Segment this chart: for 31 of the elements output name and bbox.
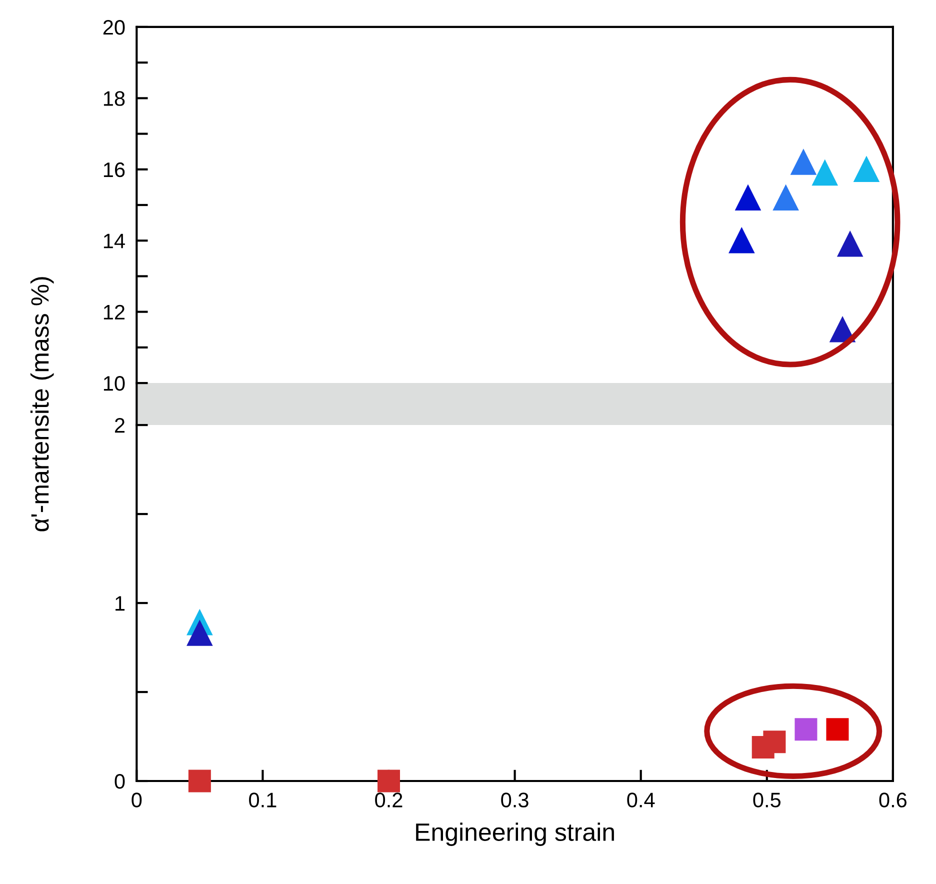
y-axis-title: α'-martensite (mass %) [30, 277, 54, 532]
x-tick-label: 0.1 [249, 792, 276, 808]
point [188, 770, 211, 792]
point [763, 730, 786, 754]
point [837, 232, 863, 257]
point [378, 770, 400, 792]
point [790, 150, 816, 175]
x-tick-label: 0.6 [879, 792, 907, 808]
y-tick-label: 2 [115, 418, 124, 433]
x-tick-label: 0.4 [627, 792, 655, 808]
point [854, 156, 880, 182]
x-axis-title: Engineering strain [416, 822, 614, 846]
y-tick-label: 1 [116, 596, 125, 611]
y-tick-label: 18 [104, 91, 125, 106]
point [729, 228, 754, 254]
x-tick-label: 0.5 [753, 792, 781, 808]
y-tick-label: 14 [104, 234, 125, 248]
x-tick-label: 0 [132, 792, 142, 808]
point [794, 718, 818, 741]
point [826, 718, 849, 741]
point [735, 185, 761, 211]
y-tick-label: 0 [114, 774, 125, 789]
point [773, 185, 798, 211]
x-tick-label: 0.3 [501, 792, 528, 808]
y-tick-label: 12 [104, 304, 124, 320]
point [812, 160, 838, 186]
y-tick-label: 20 [103, 20, 125, 35]
point [187, 620, 212, 646]
y-tick-label: 10 [104, 376, 125, 391]
y-tick-label: 16 [104, 162, 125, 178]
x-tick-label: 0.2 [375, 792, 402, 808]
